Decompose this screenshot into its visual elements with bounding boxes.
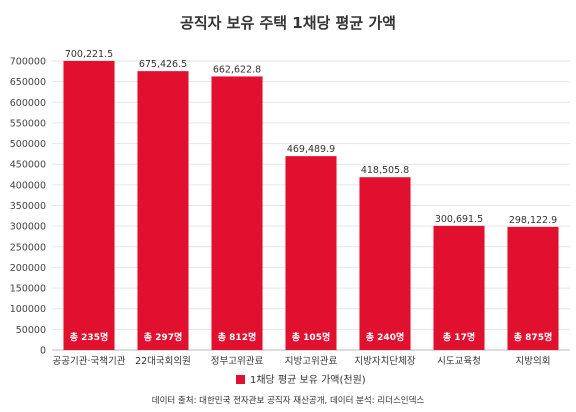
y-axis: 0 50000 100000 150000 200000 250000 300000 3500…	[10, 57, 46, 357]
bar	[137, 71, 189, 350]
y-tick-label: 650000	[10, 77, 46, 88]
legend-label: 1채당 평균 보유 가액(천원)	[250, 374, 366, 386]
bar-count-label: 총 105명	[292, 331, 330, 343]
bar	[285, 156, 337, 350]
bars: 700,221.5 총 235명 675,426.5 총 297명 662,622.8 총…	[63, 49, 559, 351]
chart-title: 공직자 보유 주택 1채당 평균 가액	[180, 14, 396, 32]
x-tick-label: 정부고위관료	[211, 355, 264, 367]
x-tick-label: 지방고위관료	[285, 355, 338, 367]
bar-value-label: 418,505.8	[361, 165, 409, 176]
legend: 1채당 평균 보유 가액(천원)	[236, 374, 366, 386]
y-tick-label: 200000	[10, 263, 46, 274]
y-tick-label: 400000	[10, 180, 46, 191]
bar-value-label: 675,426.5	[139, 59, 187, 70]
bar-value-label: 298,122.9	[509, 215, 557, 226]
bar	[63, 60, 115, 351]
y-tick-label: 600000	[10, 98, 46, 109]
x-axis: 공공기관·국책기관 22대국회의원 정부고위관료 지방고위관료 지방자치단체장 시도교육청…	[53, 355, 551, 367]
x-tick-label: 지방의회	[516, 356, 551, 367]
y-tick-label: 100000	[10, 304, 46, 315]
bar-value-label: 662,622.8	[213, 64, 261, 75]
bar-value-label: 469,489.9	[287, 144, 335, 155]
x-tick-label: 시도교육청	[437, 356, 481, 367]
bar	[359, 177, 411, 350]
bar	[507, 226, 559, 350]
y-tick-label: 0	[40, 346, 46, 357]
bar-value-label: 300,691.5	[435, 214, 483, 225]
bar-count-label: 총 297명	[144, 331, 182, 343]
x-tick-label: 공공기관·국책기관	[53, 356, 126, 367]
bar-count-label: 총 235명	[70, 331, 108, 343]
y-tick-label: 550000	[10, 118, 46, 129]
bar	[433, 225, 485, 350]
bar-value-label: 700,221.5	[65, 49, 113, 60]
y-tick-label: 450000	[10, 160, 46, 171]
bar-count-label: 총 17명	[443, 331, 475, 343]
y-tick-label: 350000	[10, 201, 46, 212]
x-tick-label: 지방자치단체장	[354, 355, 415, 367]
y-tick-label: 700000	[10, 57, 46, 68]
bar	[211, 76, 263, 350]
y-tick-label: 50000	[16, 325, 46, 336]
y-tick-label: 250000	[10, 242, 46, 253]
y-tick-label: 150000	[10, 284, 46, 295]
bar-count-label: 총 812명	[218, 331, 256, 343]
bar-count-label: 총 240명	[366, 331, 404, 343]
bar-count-label: 총 875명	[514, 331, 552, 343]
y-tick-label: 500000	[10, 139, 46, 150]
x-tick-label: 22대국회의원	[135, 356, 191, 367]
legend-swatch	[236, 375, 245, 384]
y-tick-label: 300000	[10, 222, 46, 233]
source-note: 데이터 출처: 대한민국 전자관보 공직자 재산공개, 데이터 분석: 리더스인…	[152, 395, 425, 406]
